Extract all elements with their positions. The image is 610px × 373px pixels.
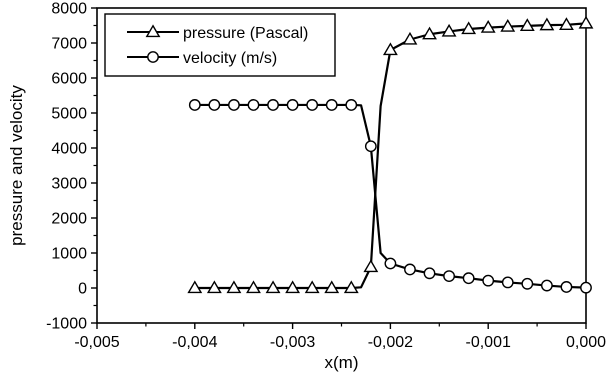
- circle-marker: [267, 99, 279, 111]
- circle-marker: [228, 99, 240, 111]
- y-tick-label: 1000: [51, 246, 87, 263]
- legend-box: [104, 13, 336, 77]
- y-tick-label: 0: [78, 281, 87, 298]
- legend-label: velocity (m/s): [183, 50, 277, 67]
- legend-item: pressure (Pascal): [127, 24, 308, 42]
- triangle-marker: [187, 280, 203, 294]
- circle-marker: [286, 99, 299, 111]
- triangle-marker: [343, 280, 359, 294]
- y-tick-label: 7000: [51, 36, 87, 53]
- legend-label: pressure (Pascal): [183, 25, 308, 42]
- triangle-marker: [206, 280, 222, 294]
- circle-marker: [482, 274, 495, 287]
- triangle-marker: [402, 31, 418, 45]
- series-line: [194, 103, 587, 289]
- circle-marker: [364, 140, 377, 153]
- circle-marker: [208, 99, 221, 111]
- series-velocity: [188, 99, 592, 294]
- y-tick-label: 8000: [51, 1, 87, 18]
- circle-marker: [247, 99, 260, 111]
- triangle-marker: [441, 23, 457, 37]
- y-tick-label: 6000: [51, 71, 87, 88]
- triangle-marker: [265, 280, 281, 294]
- triangle-marker: [480, 20, 496, 33]
- x-tick-label: -0,004: [172, 334, 217, 351]
- triangle-marker: [539, 17, 555, 31]
- circle-marker: [501, 276, 514, 289]
- circle-marker: [521, 277, 534, 290]
- x-tick-label: -0,003: [270, 334, 315, 351]
- triangle-marker: [324, 280, 340, 294]
- x-axis-title: x(m): [325, 353, 359, 372]
- x-tick-label: -0,005: [74, 334, 119, 351]
- triangle-marker: [519, 18, 535, 32]
- circle-marker: [345, 99, 358, 111]
- triangle-marker: [461, 21, 477, 35]
- triangle-marker: [285, 280, 301, 294]
- triangle-marker: [304, 280, 320, 294]
- circle-marker: [560, 281, 573, 293]
- triangle-marker: [578, 15, 594, 29]
- series-pressure: [187, 15, 594, 294]
- y-tick-label: -1000: [46, 316, 87, 333]
- y-tick-label: 4000: [51, 141, 87, 158]
- y-tick-label: 3000: [51, 176, 87, 193]
- circle-marker: [540, 279, 553, 292]
- x-tick-label: -0,001: [466, 334, 511, 351]
- circle-marker: [404, 263, 416, 276]
- y-axis-title: pressure and velocity: [7, 85, 26, 246]
- circle-marker: [384, 257, 397, 270]
- legend: pressure (Pascal) velocity (m/s): [104, 13, 336, 77]
- circle-marker: [306, 99, 319, 111]
- legend-triangle-marker: [145, 24, 161, 38]
- triangle-marker: [559, 17, 574, 30]
- legend-circle-marker: [147, 51, 159, 63]
- series-group: [187, 15, 594, 294]
- triangle-marker: [246, 280, 261, 294]
- circle-marker: [580, 281, 592, 294]
- x-tick-label: 0,000: [566, 334, 606, 351]
- y-tick-label: 5000: [51, 106, 87, 123]
- triangle-marker: [500, 18, 516, 32]
- circle-marker: [462, 272, 475, 285]
- circle-marker: [325, 99, 338, 111]
- triangle-marker: [226, 280, 242, 294]
- triangle-marker: [422, 26, 437, 40]
- circle-marker: [188, 99, 201, 111]
- triangle-marker: [382, 42, 398, 56]
- x-tick-label: -0,002: [368, 334, 413, 351]
- triangle-marker: [363, 259, 379, 273]
- y-tick-label: 2000: [51, 211, 87, 228]
- circle-marker: [443, 270, 455, 282]
- axes: -0,005 -0,004 -0,003 -0,002 -0,001 0,000 -1000…: [46, 1, 606, 352]
- series-line: [194, 22, 587, 290]
- legend-item: velocity (m/s): [127, 50, 277, 67]
- circle-marker: [423, 267, 436, 280]
